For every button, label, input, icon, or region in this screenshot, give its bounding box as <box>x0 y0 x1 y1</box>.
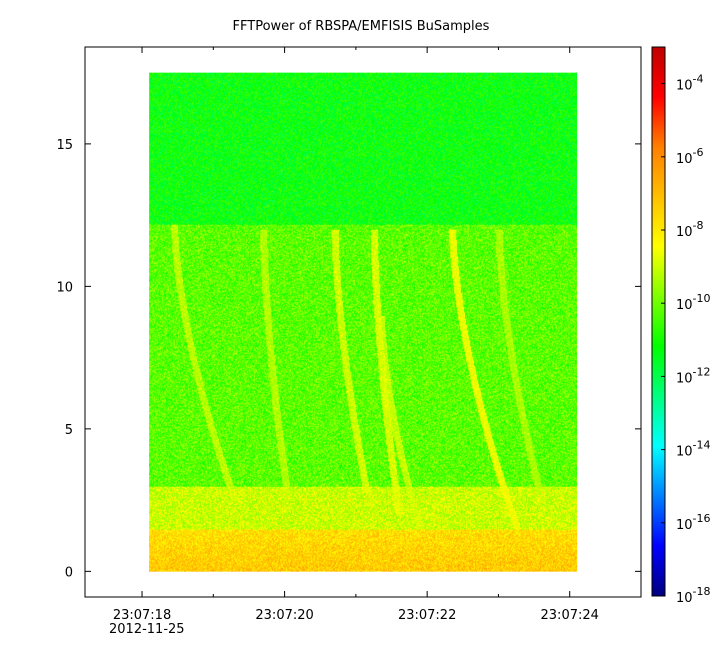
chart-title: FFTPower of RBSPA/EMFISIS BuSamples <box>233 19 490 34</box>
colorbar-tick-label: 10-10 <box>676 292 711 313</box>
x-tick-label: 23:07:20 <box>255 608 313 623</box>
y-tick-label: 0 <box>65 565 73 580</box>
colorbar-tick-label: 10-12 <box>676 365 711 386</box>
x-tick-label: 23:07:18 <box>113 608 171 623</box>
colorbar <box>651 46 666 597</box>
x-tick-label: 23:07:24 <box>541 608 599 623</box>
colorbar-tick-label: 10-8 <box>676 219 704 240</box>
y-axis: 0 5 10 15 <box>56 138 641 580</box>
colorbar-tick-label: 10-4 <box>676 73 704 94</box>
colorbar-tick-label: 10-16 <box>676 512 711 533</box>
colorbar-tick-label: 10-6 <box>676 146 704 167</box>
x-tick-date-label: 2012-11-25 <box>109 622 185 637</box>
spectrogram-heatmap <box>149 72 578 572</box>
y-tick-label: 15 <box>56 138 73 153</box>
spectrogram-raster <box>149 72 578 572</box>
y-tick-label: 5 <box>65 423 73 438</box>
colorbar-tick-label: 10-18 <box>676 585 711 606</box>
x-tick-label: 23:07:22 <box>398 608 456 623</box>
colorbar-axis: 10-4 10-6 10-8 10-10 10-12 10-14 10-16 10-18 <box>661 73 711 606</box>
colorbar-tick-label: 10-14 <box>676 439 711 460</box>
y-tick-label: 10 <box>56 280 73 295</box>
